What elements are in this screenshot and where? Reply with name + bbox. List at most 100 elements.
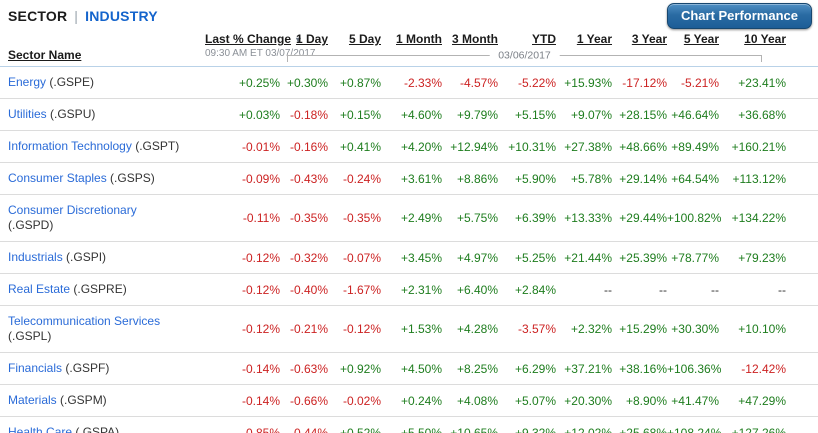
period-value-cell: +1.53% xyxy=(400,322,442,336)
table-row: Industrials (.GSPI) -0.12% -0.32% -0.07% +… xyxy=(0,241,818,274)
period-value-cell: +5.75% xyxy=(456,211,498,225)
period-value-cell: -0.07% xyxy=(342,250,381,265)
period-value-cell: +37.21% xyxy=(564,361,612,376)
period-value-cell: +9.32% xyxy=(514,425,556,433)
period-value-cell: +5.15% xyxy=(514,107,556,122)
sector-ticker: (.GSPU) xyxy=(50,107,96,121)
last-change-timestamp: 09:30 AM ET 03/07/2017 xyxy=(205,48,316,59)
period-value-cell: +0.30% xyxy=(286,75,328,90)
sector-link[interactable]: Materials xyxy=(8,393,61,407)
period-value-cell: +113.12% xyxy=(732,171,787,186)
period-value-cell: +28.15% xyxy=(619,107,667,122)
sector-link[interactable]: Health Care xyxy=(8,425,76,433)
last-change-cell: -0.12% xyxy=(241,282,280,297)
top-bar: SECTOR | INDUSTRY Chart Performance xyxy=(0,0,818,30)
sector-link[interactable]: Information Technology xyxy=(8,139,136,153)
period-sort-link[interactable]: 1 Month xyxy=(396,32,442,46)
table-row: Real Estate (.GSPRE) -0.12% -0.40% -1.67%… xyxy=(0,273,818,306)
period-value-cell: +0.92% xyxy=(339,361,381,376)
sector-name-header-cell: Sector Name xyxy=(0,46,205,67)
period-value-cell: +0.87% xyxy=(339,75,381,90)
period-value-cell: +8.25% xyxy=(456,361,498,376)
period-sort-link[interactable]: 10 Year xyxy=(744,32,786,46)
period-column-header: 5 Day xyxy=(328,30,381,46)
period-value-cell: +4.20% xyxy=(400,139,442,154)
last-change-cell: -0.12% xyxy=(241,250,280,265)
period-sort-link[interactable]: 3 Month xyxy=(452,32,498,46)
as-of-date-bracket: 03/06/2017 xyxy=(287,49,762,62)
period-sort-link[interactable]: 1 Day xyxy=(295,32,328,46)
period-value-cell: -0.21% xyxy=(289,322,328,336)
sector-link[interactable]: Telecommunication Services xyxy=(8,314,161,328)
sector-link[interactable]: Financials xyxy=(8,361,66,375)
period-value-cell: -0.18% xyxy=(289,107,328,122)
sector-ticker: (.GSPS) xyxy=(110,171,155,185)
period-value-cell: +79.23% xyxy=(738,250,786,265)
table-row: Consumer Staples (.GSPS) -0.09% -0.43% -0… xyxy=(0,162,818,195)
last-change-cell: +0.03% xyxy=(238,107,280,122)
period-value-cell: -3.57% xyxy=(517,322,556,336)
as-of-bracket-cell: 03/06/2017 xyxy=(280,46,818,67)
period-sort-link[interactable]: 5 Year xyxy=(683,32,719,46)
period-column-header: 3 Month xyxy=(442,30,498,46)
sector-link[interactable]: Utilities xyxy=(8,107,51,121)
sector-link[interactable]: Consumer Staples xyxy=(8,171,111,185)
period-value-cell: -0.12% xyxy=(342,322,381,336)
period-value-cell: -- xyxy=(711,282,719,297)
period-value-cell: +4.28% xyxy=(456,322,498,336)
period-sort-link[interactable]: 1 Year xyxy=(576,32,612,46)
last-change-cell: +0.25% xyxy=(238,75,280,90)
sector-link[interactable]: Real Estate xyxy=(8,282,74,296)
period-sort-link[interactable]: 5 Day xyxy=(348,32,381,46)
sector-ticker: (.GSPD) xyxy=(8,218,54,232)
sector-link[interactable]: Consumer Discretionary xyxy=(8,203,137,217)
tab-industry[interactable]: INDUSTRY xyxy=(85,8,158,24)
period-value-cell: +36.68% xyxy=(738,107,786,122)
period-value-cell: -0.35% xyxy=(289,211,328,225)
last-change-cell: -0.85% xyxy=(241,425,280,433)
sector-name-sort-link[interactable]: Sector Name xyxy=(8,48,82,62)
period-value-cell: -12.42% xyxy=(741,361,786,376)
sector-link[interactable]: Industrials xyxy=(8,250,67,264)
period-value-cell: -1.67% xyxy=(342,282,381,297)
tab-sector[interactable]: SECTOR xyxy=(8,8,68,24)
last-change-cell: -0.09% xyxy=(241,171,280,186)
period-value-cell: +12.94% xyxy=(450,139,498,154)
sector-ticker: (.GSPRE) xyxy=(73,282,127,296)
period-value-cell: +8.86% xyxy=(456,171,498,186)
period-value-cell: +160.21% xyxy=(731,139,786,154)
period-value-cell: +10.10% xyxy=(738,322,786,336)
sector-link[interactable]: Energy xyxy=(8,75,50,89)
table-row: Utilities (.GSPU) +0.03% -0.18% +0.15% +4.… xyxy=(0,98,818,131)
period-sort-link[interactable]: YTD xyxy=(532,32,556,46)
table-row: Health Care (.GSPA) -0.85% -0.44% +0.52% +… xyxy=(0,416,818,433)
period-sort-link[interactable]: 3 Year xyxy=(631,32,667,46)
period-value-cell: +30.30% xyxy=(671,322,719,336)
period-value-cell: +41.47% xyxy=(671,393,719,408)
period-value-cell: -5.22% xyxy=(517,75,556,90)
period-value-cell: +25.68% xyxy=(619,425,667,433)
period-header-row: Last % Change ▼ 1 Day 5 Day 1 Month 3 Month Y… xyxy=(0,30,818,46)
period-value-cell: +4.08% xyxy=(456,393,498,408)
period-value-cell: -- xyxy=(604,282,612,297)
sector-ticker: (.GSPE) xyxy=(49,75,95,89)
sort-caret-icon[interactable]: ▼ xyxy=(294,35,303,45)
last-change-sort-link[interactable]: Last % Change xyxy=(205,32,292,46)
period-value-cell: +0.52% xyxy=(339,425,381,433)
table-row: Financials (.GSPF) -0.14% -0.63% +0.92% +4… xyxy=(0,352,818,385)
period-value-cell: -0.43% xyxy=(289,171,328,186)
period-value-cell: +4.50% xyxy=(400,361,442,376)
period-value-cell: -5.21% xyxy=(680,75,719,90)
sector-name-cell: Information Technology (.GSPT) xyxy=(0,131,205,163)
chart-performance-button[interactable]: Chart Performance xyxy=(666,3,812,29)
sector-table-body: Energy (.GSPE) +0.25% +0.30% +0.87% -2.33%… xyxy=(0,66,818,433)
period-value-cell: +8.90% xyxy=(625,393,667,408)
period-value-cell: +6.29% xyxy=(514,361,556,376)
last-change-cell: -0.11% xyxy=(242,211,280,225)
period-value-cell: +4.97% xyxy=(456,250,498,265)
period-value-cell: +106.36% xyxy=(667,361,722,376)
period-value-cell: +108.24% xyxy=(667,425,722,433)
period-value-cell: -0.24% xyxy=(342,171,381,186)
sector-name-cell: Telecommunication Services (.GSPL) xyxy=(0,306,205,353)
